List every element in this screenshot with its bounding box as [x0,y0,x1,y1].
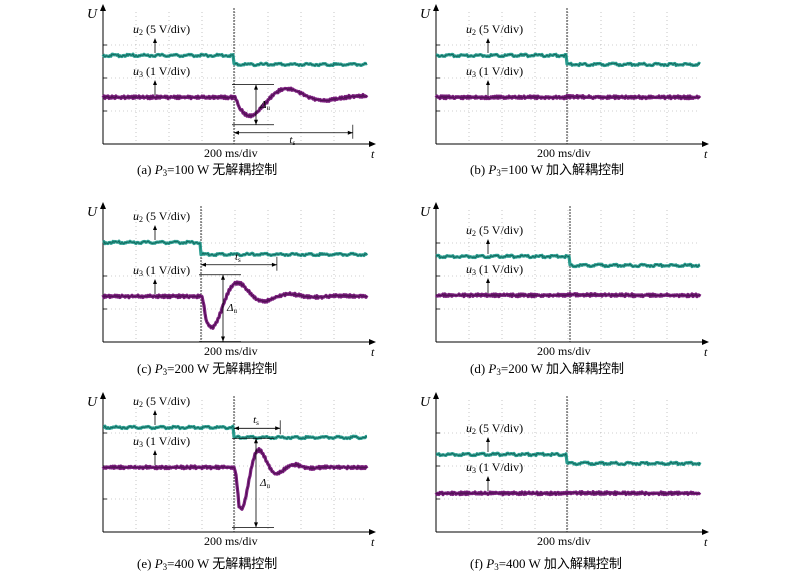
panel-caption: (c) P3=200 W 无解耦控制 [137,361,278,377]
u3-label: u3 (1 V/div) [133,434,191,449]
y-axis-arrow [100,202,106,209]
time-per-division: 200 ms/div [537,344,591,358]
u2-label-arrowhead [153,38,157,43]
u2-label-arrowhead [486,239,490,244]
u3-label-arrowhead [486,476,490,481]
settling-time-label: ts [253,414,259,428]
ts-arrowhead-right [275,426,281,431]
x-axis-arrow [702,141,709,147]
u2-trace-core [102,240,368,256]
scope-panel-c [100,202,376,345]
scope-panel-a [100,4,376,147]
y-axis-label: U [420,395,431,410]
y-axis-arrow [100,4,106,11]
settling-time-label: ts [289,133,296,147]
u3-trace-core [102,281,368,330]
u3-trace-core [435,94,701,100]
scope-panel-d [433,202,709,345]
x-axis-arrow [369,339,376,345]
x-axis-label: t [371,345,375,359]
ts-arrowhead-right [271,262,277,267]
time-per-division: 200 ms/div [204,146,258,160]
settling-time-label: ts [234,250,241,264]
u3-label-arrowhead [153,450,157,455]
ts-arrowhead-left [234,426,239,431]
u2-label-arrowhead [486,437,490,442]
u2-trace-core [102,53,368,66]
x-axis-label: t [371,535,375,549]
delta-u-arrowhead-bottom [254,119,258,125]
x-axis-arrow [369,141,376,147]
u3-label: u3 (1 V/div) [133,64,191,79]
delta-u-arrowhead-bottom [221,336,225,342]
delta-u-arrowhead-top [221,274,225,280]
voltage-deviation-label: Δu [260,476,270,490]
u2-trace-core [435,254,701,268]
x-axis-arrow [702,339,709,345]
time-per-division: 200 ms/div [537,146,591,160]
u2-label-arrowhead [153,225,157,230]
u3-label: u3 (1 V/div) [466,64,524,79]
y-axis-label: U [87,205,98,220]
x-axis-label: t [371,147,375,161]
voltage-deviation-label: Δu [260,98,270,112]
scope-panel-f [433,392,709,535]
u2-label: u2 (5 V/div) [133,209,191,224]
panel-caption: (b) P3=100 W 加入解耦控制 [470,162,625,178]
ts-arrowhead-left [201,262,206,267]
u3-label-arrowhead [153,80,157,85]
u2-label-arrowhead [486,38,490,43]
time-per-division: 200 ms/div [204,534,258,548]
panel-caption: (a) P3=100 W 无解耦控制 [137,162,278,178]
u3-trace-core [102,447,368,510]
u3-label-arrowhead [153,279,157,284]
u3-trace-core [435,292,701,298]
y-axis-arrow [433,202,439,209]
delta-u-arrowhead-top [254,84,258,90]
panel-caption: (e) P3=400 W 无解耦控制 [137,556,278,572]
u2-label: u2 (5 V/div) [466,22,524,37]
time-per-division: 200 ms/div [537,534,591,548]
u2-trace-core [102,425,368,439]
u3-trace-core [435,490,701,496]
x-axis-arrow [369,529,376,535]
u2-label-arrowhead [153,410,157,415]
panel-caption: (d) P3=200 W 加入解耦控制 [470,361,625,377]
x-axis-label: t [704,535,708,549]
u3-label: u3 (1 V/div) [133,263,191,278]
scope-panel-b [433,4,709,147]
y-axis-label: U [420,7,431,22]
ts-arrowhead-left [234,130,239,135]
x-axis-label: t [704,345,708,359]
u2-label: u2 (5 V/div) [133,394,191,409]
panel-caption: (f) P3=400 W 加入解耦控制 [470,556,622,572]
y-axis-label: U [87,395,98,410]
x-axis-arrow [702,529,709,535]
u3-label: u3 (1 V/div) [466,262,524,277]
u3-label-arrowhead [486,278,490,283]
delta-u-arrowhead-bottom [254,522,258,528]
x-axis-label: t [704,147,708,161]
u3-label-arrowhead [486,80,490,85]
u2-label: u2 (5 V/div) [133,22,191,37]
scope-panel-e [100,392,376,535]
y-axis-arrow [433,392,439,399]
ts-arrowhead-right [347,130,353,135]
y-axis-label: U [420,205,431,220]
y-axis-arrow [433,4,439,11]
y-axis-label: U [87,7,98,22]
y-axis-arrow [100,392,106,399]
u3-label: u3 (1 V/div) [466,460,524,475]
voltage-deviation-label: Δu [227,302,237,316]
u2-trace-core [435,452,701,466]
u2-label: u2 (5 V/div) [466,421,524,436]
u2-trace-core [435,53,701,66]
delta-u-arrowhead-top [254,438,258,444]
time-per-division: 200 ms/div [204,344,258,358]
u3-trace-core [102,87,368,118]
u2-label: u2 (5 V/div) [466,223,524,238]
